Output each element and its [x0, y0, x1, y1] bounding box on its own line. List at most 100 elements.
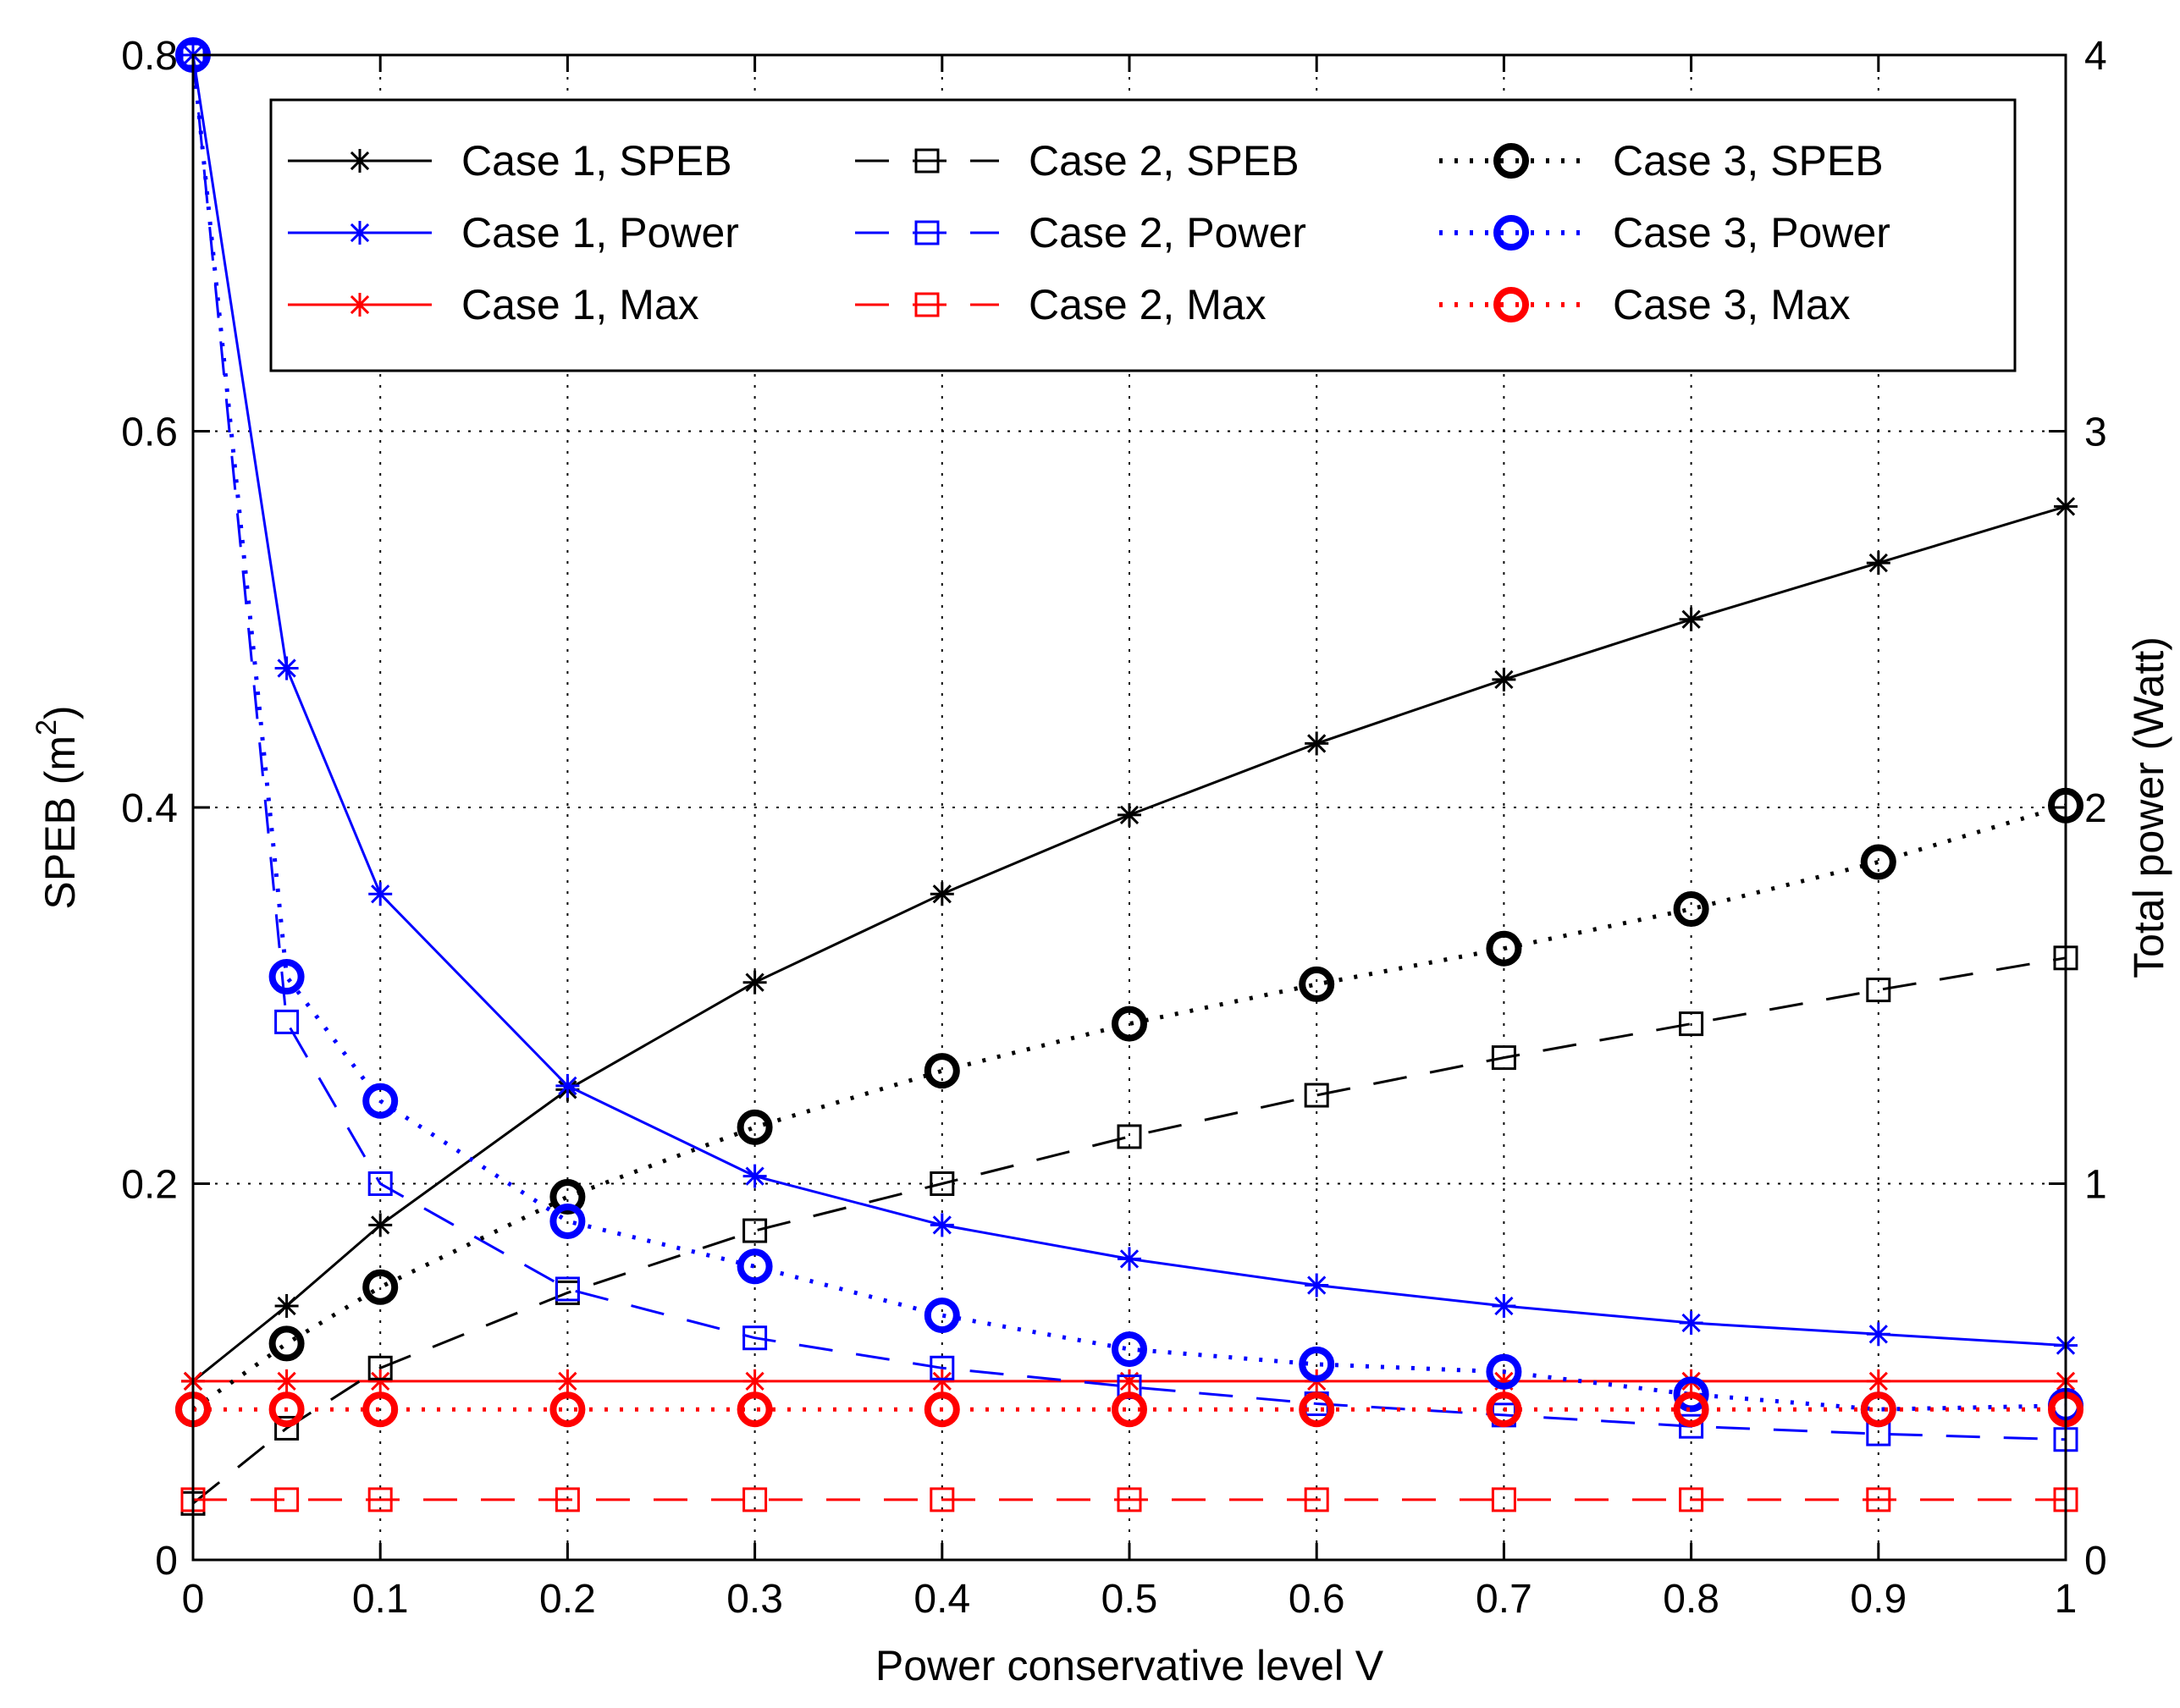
y-axis-label-superscript: 2 [30, 719, 63, 736]
data-point-case-1-max [555, 1369, 580, 1393]
y-axis-label: SPEB (m2) [30, 705, 84, 909]
data-point-case-2-max [1866, 1487, 1891, 1512]
legend-marker [348, 293, 372, 317]
legend-label: Case 1, SPEB [461, 137, 732, 185]
data-point-case-3-speb [549, 1179, 586, 1215]
x-tick-label: 0.3 [726, 1577, 783, 1622]
data-point-case-3-speb [1486, 930, 1522, 967]
data-point-case-3-speb [1112, 1006, 1147, 1042]
plot-area [175, 37, 2083, 1516]
y2-tick-label: 4 [2084, 34, 2107, 79]
data-point-case-1-power [1492, 1293, 1516, 1318]
data-point-case-1-max [274, 1369, 299, 1393]
data-point-case-2-max [367, 1487, 393, 1512]
data-point-case-2-max [274, 1487, 300, 1512]
data-point-case-3-max [1299, 1391, 1335, 1428]
data-point-case-2-max [742, 1487, 768, 1512]
x-tick-label: 0.4 [913, 1577, 970, 1622]
y-axis-label-main: SPEB (m [36, 736, 84, 910]
x-tick-label: 0.2 [539, 1577, 596, 1622]
data-point-case-1-speb [368, 1213, 393, 1237]
data-point-case-1-max [742, 1369, 767, 1393]
data-point-case-2-max [1679, 1487, 1704, 1512]
data-point-case-3-max [1673, 1391, 1709, 1428]
legend-entry-case-2-max: Case 2, Max [855, 281, 1267, 328]
data-point-case-3-power [549, 1203, 586, 1239]
data-point-case-3-max [1860, 1391, 1896, 1428]
legend-label: Case 3, SPEB [1613, 137, 1884, 185]
data-point-case-1-power [742, 1164, 767, 1188]
legend-label: Case 1, Max [461, 281, 699, 328]
data-point-case-3-speb [1673, 891, 1709, 928]
data-point-case-2-speb [742, 1218, 768, 1243]
y2-tick-label: 3 [2084, 410, 2107, 455]
data-point-case-1-speb [930, 882, 954, 906]
y2-tick-label: 2 [2084, 786, 2107, 831]
legend-marker [914, 292, 940, 317]
data-point-case-1-power [1305, 1273, 1329, 1298]
data-point-case-1-power [1118, 1247, 1141, 1271]
data-point-case-1-speb [274, 1293, 299, 1318]
legend-marker [914, 148, 940, 174]
series-line-case-1-power [191, 54, 2067, 1347]
legend-box [269, 98, 2017, 372]
x-axis-label: Power conservative level V [875, 1642, 1384, 1689]
data-point-case-1-max [1118, 1369, 1141, 1393]
data-point-case-3-power [737, 1248, 773, 1285]
data-point-case-3-max [549, 1391, 586, 1428]
y-tick-label: 0 [155, 1539, 178, 1584]
data-point-case-3-speb [1860, 844, 1896, 880]
data-point-case-3-power [1486, 1353, 1522, 1390]
data-point-case-2-speb [1866, 978, 1891, 1003]
series-line-case-2-speb [192, 956, 2067, 1505]
data-point-case-1-power [930, 1213, 954, 1237]
data-point-case-2-max [555, 1487, 580, 1512]
data-point-case-2-power [555, 1276, 580, 1302]
x-tick-label: 0.7 [1476, 1577, 1532, 1622]
data-point-case-2-speb [930, 1171, 955, 1196]
legend-entry-case-1-speb: Case 1, SPEB [288, 137, 732, 185]
legend-entry-case-1-max: Case 1, Max [288, 281, 699, 328]
data-point-case-3-max [1486, 1391, 1522, 1428]
data-point-case-1-speb [1305, 731, 1329, 756]
legend-label: Case 2, Power [1029, 209, 1306, 256]
y-tick-label: 0.4 [121, 786, 178, 831]
legend-marker [1493, 215, 1529, 251]
series-case-1-power [181, 43, 2078, 1358]
data-point-case-1-max [1866, 1369, 1890, 1393]
legend-marker [1493, 143, 1529, 179]
data-point-case-2-speb [274, 1415, 300, 1441]
y2-axis-label: Total power (Watt) [2125, 636, 2172, 978]
y-axis-label-close: ) [36, 705, 84, 719]
data-point-case-3-power [1299, 1346, 1335, 1382]
x-tick-label: 0.1 [352, 1577, 409, 1622]
y2-tick-label: 0 [2084, 1539, 2107, 1584]
y2-tick-label: 1 [2084, 1163, 2107, 1208]
series-line-case-3-power [190, 54, 2067, 1412]
legend-entry-case-2-power: Case 2, Power [855, 209, 1306, 256]
data-point-case-2-max [1304, 1487, 1329, 1512]
data-point-case-2-power [1679, 1413, 1704, 1439]
data-point-case-3-speb [924, 1053, 960, 1089]
legend-entry-case-1-power: Case 1, Power [288, 209, 739, 256]
data-point-case-1-speb [1679, 607, 1703, 631]
series-line-case-1-speb [192, 504, 2067, 1383]
legend-label: Case 1, Power [461, 209, 739, 256]
data-point-case-3-speb [737, 1109, 773, 1145]
data-point-case-1-power [555, 1073, 580, 1098]
legend-entry-case-2-speb: Case 2, SPEB [855, 137, 1300, 185]
legend-label: Case 3, Power [1613, 209, 1890, 256]
data-point-case-3-power [1673, 1376, 1709, 1413]
x-tick-label: 0.5 [1101, 1577, 1158, 1622]
axis-ticks: 0 0.1 0.2 0.3 0.4 0.5 0.6 0.7 0.8 0.9 100.20.40.60… [121, 34, 2106, 1622]
data-point-case-1-max [930, 1369, 954, 1393]
data-point-case-1-speb [1118, 802, 1141, 827]
x-tick-label: 0 [182, 1577, 205, 1622]
x-tick-label: 0.6 [1289, 1577, 1345, 1622]
data-point-case-3-speb [362, 1269, 399, 1305]
data-point-case-3-max [362, 1391, 399, 1428]
data-point-case-2-speb [1117, 1124, 1142, 1149]
legend-marker [348, 149, 372, 173]
data-point-case-2-max [930, 1487, 955, 1512]
